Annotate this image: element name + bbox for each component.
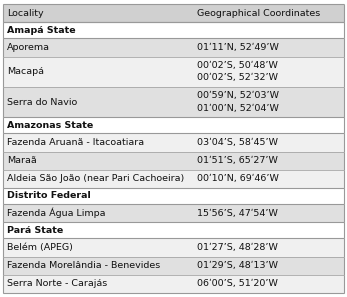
Text: 00ʹ10’N, 69ʹ46’W: 00ʹ10’N, 69ʹ46’W [197,174,279,183]
Bar [3,188,344,204]
Text: Geographical Coordinates: Geographical Coordinates [197,9,320,18]
Text: Fazenda Água Limpa: Fazenda Água Limpa [7,208,106,218]
Text: Amazonas State: Amazonas State [7,121,93,130]
Text: Aldeia São João (near Pari Cachoeira): Aldeia São João (near Pari Cachoeira) [7,174,184,183]
Bar [3,257,344,275]
Text: Amapá State: Amapá State [7,26,76,35]
Text: Serra Norte - Carajás: Serra Norte - Carajás [7,279,108,288]
Text: 01ʹ11’N, 52ʹ49’W: 01ʹ11’N, 52ʹ49’W [197,43,279,52]
Text: Maraã: Maraã [7,156,37,165]
Text: Fazenda Morelândia - Benevides: Fazenda Morelândia - Benevides [7,261,160,270]
Text: 01ʹ27’S, 48ʹ28’W: 01ʹ27’S, 48ʹ28’W [197,243,278,252]
Bar [3,151,344,170]
Bar [3,22,344,38]
Bar [3,275,344,293]
Text: Distrito Federal: Distrito Federal [7,192,91,200]
Bar [3,170,344,188]
Bar [3,133,344,151]
Text: Pará State: Pará State [7,226,64,235]
Text: 01ʹ51’S, 65ʹ27’W: 01ʹ51’S, 65ʹ27’W [197,156,278,165]
Bar [3,56,344,87]
Text: 03ʹ04’S, 58ʹ45’W: 03ʹ04’S, 58ʹ45’W [197,138,278,147]
Text: Locality: Locality [7,9,44,18]
Bar [3,87,344,117]
Bar [3,222,344,238]
Text: 00ʹ02’S, 50ʹ48’W
00ʹ02’S, 52ʹ32’W: 00ʹ02’S, 50ʹ48’W 00ʹ02’S, 52ʹ32’W [197,61,278,82]
Text: Belém (APEG): Belém (APEG) [7,243,73,252]
Bar [3,4,344,22]
Text: Fazenda Aruanã - Itacoatiara: Fazenda Aruanã - Itacoatiara [7,138,144,147]
Text: 15ʹ56’S, 47ʹ54’W: 15ʹ56’S, 47ʹ54’W [197,209,278,218]
Text: Serra do Navio: Serra do Navio [7,97,77,107]
Bar [3,117,344,133]
Text: 00ʹ59’N, 52ʹ03’W
01ʹ00’N, 52ʹ04’W: 00ʹ59’N, 52ʹ03’W 01ʹ00’N, 52ʹ04’W [197,91,279,113]
Text: 06ʹ00’S, 51ʹ20’W: 06ʹ00’S, 51ʹ20’W [197,279,278,288]
Text: 01ʹ29’S, 48ʹ13’W: 01ʹ29’S, 48ʹ13’W [197,261,278,270]
Bar [3,204,344,222]
Text: Aporema: Aporema [7,43,50,52]
Bar [3,38,344,56]
Bar [3,238,344,257]
Text: Macapá: Macapá [7,67,44,76]
